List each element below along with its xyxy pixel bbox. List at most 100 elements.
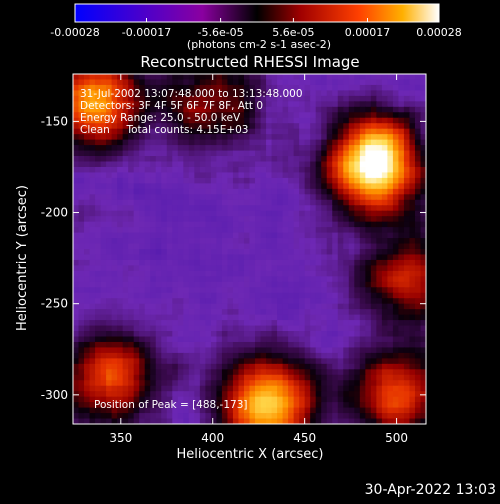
heatmap-cell [78,259,85,267]
heatmap-cell [282,352,289,359]
heatmap-cell [144,128,151,135]
heatmap-cell [194,298,201,305]
heatmap-cell [359,74,366,81]
heatmap-cell [128,402,135,409]
heatmap-cell [409,166,416,174]
heatmap-cell [332,407,339,414]
annotation-time: 31-Jul-2002 13:07:48.000 to 13:13:48.000 [80,88,303,100]
heatmap-cell [78,380,85,387]
heatmap-cell [304,303,311,310]
heatmap-cell [392,74,400,81]
heatmap-cell [111,199,118,206]
heatmap-cell [332,287,339,294]
heatmap-cell [398,363,405,370]
heatmap-cell [304,232,311,239]
heatmap-cell [409,238,416,245]
heatmap-cell [139,95,146,102]
heatmap-cell [133,177,140,184]
heatmap-cell [150,259,157,267]
heatmap-cell [95,150,102,157]
heatmap-cell [238,95,245,102]
heatmap-cell [359,380,366,387]
heatmap-cell [95,177,102,184]
heatmap-cell [414,238,422,245]
heatmap-cell [332,331,339,338]
heatmap-cell [199,298,206,305]
heatmap-cell [166,194,173,201]
heatmap-cell [326,385,333,392]
heatmap-cell [205,347,212,354]
heatmap-cell [299,265,306,272]
heatmap-cell [370,238,377,245]
heatmap-cell [370,243,377,250]
heatmap-cell [210,90,218,97]
heatmap-cell [95,347,102,354]
heatmap-cell [381,358,388,365]
heatmap-cell [100,331,107,338]
heatmap-cell [277,396,284,403]
heatmap-cell [221,112,229,119]
heatmap-cell [205,139,212,146]
heatmap-cell [84,232,91,239]
heatmap-cell [232,150,240,157]
heatmap-cell [310,407,317,414]
heatmap-cell [111,352,118,359]
heatmap-cell [326,309,333,316]
heatmap-cell [354,352,361,359]
heatmap-cell [216,194,223,201]
heatmap-cell [150,358,157,365]
heatmap-cell [106,221,113,228]
heatmap-cell [84,221,91,228]
heatmap-cell [420,199,426,206]
heatmap-cell [177,243,184,250]
heatmap-cell [95,249,102,256]
heatmap-cell [238,352,245,359]
heatmap-cell [155,238,162,245]
heatmap-cell [249,199,256,206]
heatmap-cell [326,336,333,343]
heatmap-cell [293,145,300,152]
heatmap-cell [277,298,284,305]
heatmap-cell [238,320,245,327]
heatmap-cell [387,418,394,424]
heatmap-cell [414,150,422,157]
heatmap-cell [381,145,388,152]
heatmap-cell [310,117,317,124]
heatmap-cell [315,205,322,212]
heatmap-cell [282,188,289,195]
heatmap-cell [194,183,201,190]
heatmap-cell [288,188,295,195]
heatmap-cell [84,117,91,124]
heatmap-cell [376,380,383,387]
heatmap-cell [348,352,355,359]
heatmap-cell [205,281,212,288]
heatmap-cell [89,172,96,179]
heatmap-cell [111,177,118,184]
heatmap-cell [155,352,162,359]
heatmap-cell [348,281,355,288]
heatmap-cell [84,254,91,261]
heatmap-cell [332,221,339,228]
heatmap-cell [392,188,400,195]
heatmap-cell [321,90,328,97]
heatmap-cell [188,145,195,152]
heatmap-cell [304,210,311,217]
heatmap-cell [260,265,267,272]
heatmap-cell [100,303,107,310]
heatmap-cell [111,292,118,299]
heatmap-cell [128,281,135,288]
heatmap-cell [227,249,234,256]
heatmap-cell [216,363,223,370]
heatmap-cell [293,249,300,256]
heatmap-cell [343,331,350,338]
heatmap-cell [299,79,306,86]
heatmap-cell [133,84,140,92]
heatmap-cell [348,188,355,195]
heatmap-cell [205,287,212,294]
heatmap-cell [73,270,80,277]
heatmap-cell [310,341,317,349]
heatmap-cell [221,287,229,294]
heatmap-cell [172,139,179,146]
heatmap-cell [183,210,190,217]
heatmap-cell [117,210,124,217]
